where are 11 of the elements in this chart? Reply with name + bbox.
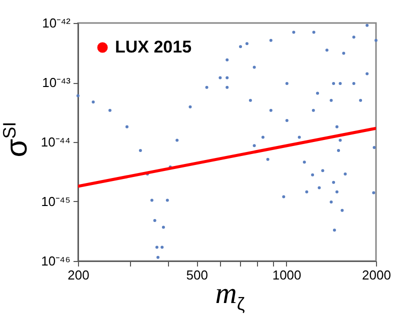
x-tick-label: 2000 [362,268,391,282]
y-tick-label: 10⁻⁴² [42,16,72,30]
y-tick-label: 10⁻⁴⁵ [41,194,70,209]
y-tick-label: 10⁻⁴⁶ [41,254,70,268]
y-tick-label: 10⁻⁴⁴ [40,134,70,150]
x-tick-label: 200 [68,268,90,282]
x-tick-label: 500 [186,268,208,282]
legend-label: LUX 2015 [115,38,192,56]
y-tick-label: 10⁻⁴³ [42,75,72,90]
x-tick-label: 1000 [272,268,302,282]
x-axis-title: m$_{ζ}$ [215,277,245,314]
